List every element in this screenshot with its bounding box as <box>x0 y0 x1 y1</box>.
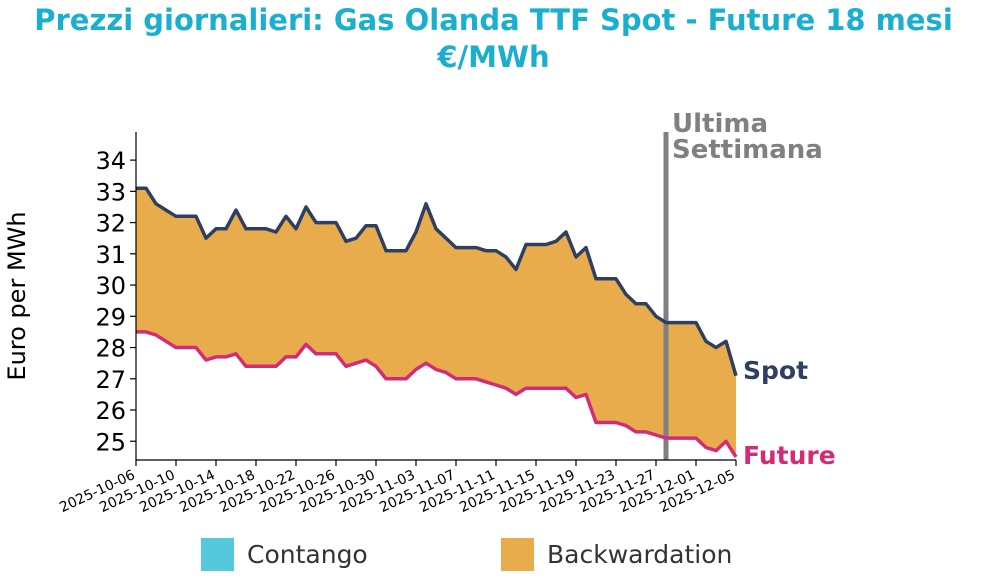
chart-title: Prezzi giornalieri: Gas Olanda TTF Spot … <box>0 2 987 76</box>
series-spot-line <box>136 186 738 377</box>
marker-label-line2: Settimana <box>672 135 823 165</box>
series-label-future: Future <box>743 441 836 470</box>
backwardation-swatch <box>501 537 534 571</box>
y-tick-label: 33 <box>95 178 126 206</box>
chart-title-line2: €/MWh <box>437 40 550 74</box>
contango-swatch <box>201 537 234 571</box>
y-tick-label: 34 <box>95 147 126 175</box>
y-tick-label: 32 <box>95 210 126 238</box>
backwardation-area <box>136 188 736 457</box>
area-layer <box>136 188 736 457</box>
y-tick-label: 28 <box>95 335 126 363</box>
y-tick-label: 31 <box>95 241 126 269</box>
series-label-spot: Spot <box>743 356 808 385</box>
line-layer <box>136 186 738 458</box>
y-tick-label: 25 <box>95 428 126 456</box>
y-tick-label: 26 <box>95 397 126 425</box>
marker-label-line1: Ultima <box>672 109 768 139</box>
legend-label-backwardation: Backwardation <box>547 539 733 569</box>
legend-item-backwardation: Backwardation <box>501 537 732 571</box>
y-axis-label: Euro per MWh <box>3 211 31 380</box>
legend-item-contango: Contango <box>201 537 368 571</box>
y-tick-label: 27 <box>95 366 126 394</box>
chart-title-line1: Prezzi giornalieri: Gas Olanda TTF Spot … <box>34 3 953 37</box>
y-tick-label: 30 <box>95 272 126 300</box>
series-future-line <box>136 330 738 458</box>
y-tick-label: 29 <box>95 303 126 331</box>
legend-label-contango: Contango <box>247 539 368 569</box>
